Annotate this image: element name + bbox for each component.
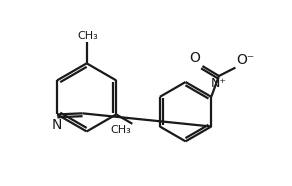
Text: O: O <box>189 51 200 65</box>
Text: O⁻: O⁻ <box>237 52 255 67</box>
Text: N⁺: N⁺ <box>211 77 227 90</box>
Text: CH₃: CH₃ <box>77 31 98 41</box>
Text: CH₃: CH₃ <box>110 125 131 135</box>
Text: N: N <box>51 118 62 132</box>
